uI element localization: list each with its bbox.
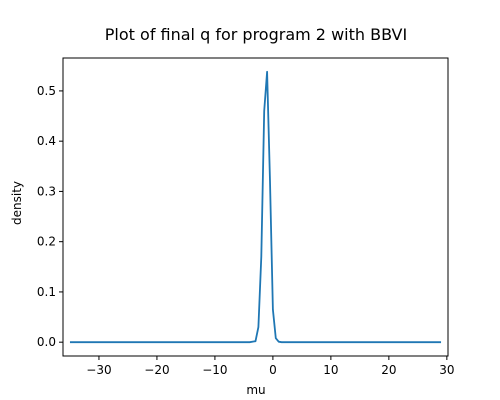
y-tick-label: 0.2 [37, 235, 56, 249]
chart-title: Plot of final q for program 2 with BBVI [105, 25, 407, 44]
x-axis-label: mu [246, 383, 265, 397]
x-tick-label: −30 [86, 363, 111, 377]
y-axis-ticks: 0.0 0.1 0.2 0.3 0.4 0.5 [37, 84, 63, 349]
y-tick-label: 0.0 [37, 335, 56, 349]
series-line-0 [69, 70, 442, 344]
y-tick-label: 0.3 [37, 184, 56, 198]
y-axis-label: density [10, 181, 24, 225]
axes-frame [62, 57, 449, 357]
y-tick-label: 0.1 [37, 285, 56, 299]
plot-area [62, 57, 449, 357]
x-tick-label: 20 [381, 363, 396, 377]
x-tick-label: 10 [323, 363, 338, 377]
y-tick-label: 0.5 [37, 84, 56, 98]
x-tick-label: −10 [202, 363, 227, 377]
x-axis-ticks: −30 −20 −10 0 10 20 30 [86, 356, 454, 377]
y-tick-label: 0.4 [37, 134, 56, 148]
x-tick-label: 30 [439, 363, 454, 377]
x-tick-label: −20 [144, 363, 169, 377]
x-tick-label: 0 [269, 363, 277, 377]
